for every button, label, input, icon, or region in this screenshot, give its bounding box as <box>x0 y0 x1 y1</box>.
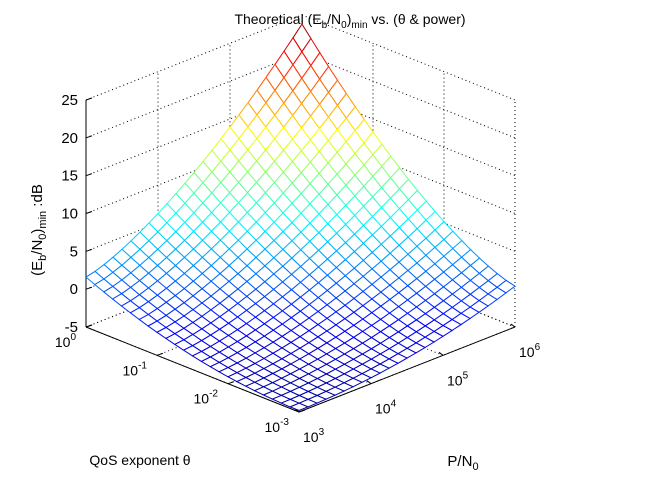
z-axis-label: (Eb/N0)min :dB <box>29 184 49 276</box>
tick-labels: -5 0 5 10 15 20 25 103 104 105 106 10-3 10-2 10-1 100 <box>55 92 541 445</box>
grid-line-z-left-wall <box>85 52 303 139</box>
y-tick-mark <box>227 381 235 385</box>
y-tick-mark <box>156 352 164 356</box>
y-tick-mark <box>85 324 93 328</box>
zlabel-sub-min: min <box>37 211 49 229</box>
z-tick-label: 20 <box>61 130 78 147</box>
y-tick-mark <box>298 409 306 413</box>
z-tick-label: -5 <box>65 319 78 336</box>
z-tick-mark <box>85 248 93 252</box>
x-tick-label: 106 <box>519 342 541 360</box>
z-tick-label: 25 <box>61 92 78 109</box>
xlabel-prefix: P/N <box>447 453 472 470</box>
y-axis-label: QoS exponent θ <box>89 452 190 468</box>
x-tick-mark <box>510 323 516 328</box>
z-tick-label: 10 <box>61 206 78 223</box>
x-axis-label: P/N0 <box>447 453 478 473</box>
title-sub-0: 0 <box>341 20 347 31</box>
y-tick-label: 10-2 <box>194 389 219 407</box>
zlabel-suffix: :dB <box>29 184 46 211</box>
grid-line-z-left-wall <box>85 128 303 214</box>
z-tick-mark <box>85 173 93 177</box>
y-axis-line <box>85 326 300 413</box>
y-tick-label: 100 <box>55 332 77 350</box>
z-tick-mark <box>85 97 93 101</box>
axes-layer <box>85 15 516 413</box>
title-close: ) <box>347 11 352 27</box>
grid-line-z-left-wall <box>85 90 303 177</box>
x-tick-mark <box>438 351 444 356</box>
grid-line-z-left-wall <box>85 14 303 101</box>
z-tick-mark <box>85 286 93 290</box>
title-mid-n: /N <box>327 11 341 27</box>
y-tick-label: 10-1 <box>123 360 148 378</box>
x-tick-label: 103 <box>303 427 325 445</box>
zlabel-close: ) <box>29 229 46 234</box>
zlabel-sub-b: b <box>37 255 49 261</box>
chart-title: Theoretical (Eb/N0)min vs. (θ & power) <box>234 11 465 31</box>
z-tick-mark <box>85 135 93 139</box>
surface-cell <box>288 402 310 412</box>
z-tick-mark <box>85 211 93 214</box>
title-sub-b: b <box>322 20 328 31</box>
z-tick-label: 15 <box>61 168 78 185</box>
z-tick-label: 5 <box>70 243 78 260</box>
title-suffix: vs. (θ & power) <box>368 11 466 27</box>
zlabel-prefix: (E <box>29 261 46 276</box>
y-tick-label: 10-3 <box>265 417 290 435</box>
x-axis-line <box>298 326 516 413</box>
z-tick-label: 0 <box>70 281 78 298</box>
surface-mesh <box>85 23 516 412</box>
zlabel-mid-n: /N <box>29 240 46 255</box>
x-tick-mark <box>366 380 372 385</box>
x-tick-label: 105 <box>447 370 469 388</box>
zlabel-sub-0: 0 <box>37 234 49 240</box>
title-sub-min: min <box>351 20 367 31</box>
xlabel-sub: 0 <box>472 461 478 473</box>
title-prefix: Theoretical (E <box>234 11 321 27</box>
x-tick-label: 104 <box>375 399 397 417</box>
